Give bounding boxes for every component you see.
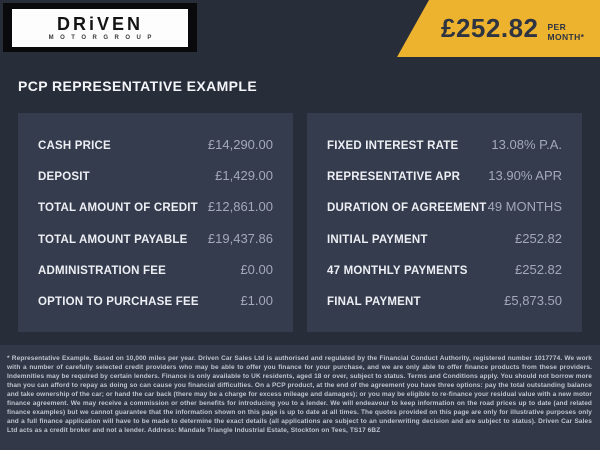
disclaimer-text: * Representative Example. Based on 10,00…: [7, 355, 592, 434]
row-value: £12,861.00: [207, 199, 273, 215]
row-value: £0.00: [240, 261, 273, 277]
row-value: 49 MONTHS: [487, 199, 562, 215]
disclaimer-footer: * Representative Example. Based on 10,00…: [0, 345, 600, 450]
row-label: CASH PRICE: [38, 140, 111, 153]
row-label: TOTAL AMOUNT OF CREDIT: [38, 202, 198, 215]
top-strip: DRiVEN MOTORGROUP £252.82 PER MONTH*: [0, 0, 600, 57]
dealer-logo: DRiVEN MOTORGROUP: [3, 3, 197, 52]
finance-row-purchase-fee: OPTION TO PURCHASE FEE £1.00: [38, 293, 273, 308]
finance-row-initial-payment: INITIAL PAYMENT £252.82: [327, 231, 562, 246]
row-label: FIXED INTEREST RATE: [327, 140, 459, 153]
finance-row-monthly-payments: 47 MONTHLY PAYMENTS £252.82: [327, 262, 562, 277]
row-value: £19,437.86: [207, 230, 273, 246]
monthly-price-amount: £252.82: [441, 13, 539, 43]
row-label: TOTAL AMOUNT PAYABLE: [38, 233, 188, 246]
row-value: £252.82: [515, 230, 562, 246]
row-label: OPTION TO PURCHASE FEE: [38, 295, 199, 308]
finance-panel-left: CASH PRICE £14,290.00 DEPOSIT £1,429.00 …: [18, 113, 293, 332]
row-value: £252.82: [515, 261, 562, 277]
monthly-price-banner: £252.82 PER MONTH*: [397, 0, 600, 57]
row-value: £1.00: [240, 292, 273, 308]
row-value: 13.08% P.A.: [491, 137, 562, 153]
finance-row-interest-rate: FIXED INTEREST RATE 13.08% P.A.: [327, 137, 562, 152]
row-label: REPRESENTATIVE APR: [327, 171, 461, 184]
brand-wordmark: DRiVEN: [56, 13, 143, 34]
row-label: ADMINISTRATION FEE: [38, 264, 166, 277]
finance-row-deposit: DEPOSIT £1,429.00: [38, 168, 273, 183]
finance-row-total-payable: TOTAL AMOUNT PAYABLE £19,437.86: [38, 231, 273, 246]
dealer-logo-card: DRiVEN MOTORGROUP: [12, 8, 188, 47]
finance-panels: CASH PRICE £14,290.00 DEPOSIT £1,429.00 …: [18, 113, 582, 332]
finance-row-cash-price: CASH PRICE £14,290.00: [38, 137, 273, 152]
row-label: DURATION OF AGREEMENT: [327, 202, 487, 215]
page-title: PCP REPRESENTATIVE EXAMPLE: [18, 78, 258, 94]
row-label: INITIAL PAYMENT: [327, 233, 428, 246]
monthly-price-period: PER MONTH*: [547, 22, 585, 42]
finance-row-total-credit: TOTAL AMOUNT OF CREDIT £12,861.00: [38, 199, 273, 214]
brand-subtitle: MOTORGROUP: [48, 34, 158, 41]
finance-row-admin-fee: ADMINISTRATION FEE £0.00: [38, 262, 273, 277]
finance-row-apr: REPRESENTATIVE APR 13.90% APR: [327, 168, 562, 183]
finance-panel-right: FIXED INTEREST RATE 13.08% P.A. REPRESEN…: [307, 113, 582, 332]
row-value: 13.90% APR: [488, 168, 562, 184]
row-label: FINAL PAYMENT: [327, 295, 421, 308]
finance-row-final-payment: FINAL PAYMENT £5,873.50: [327, 293, 562, 308]
row-label: DEPOSIT: [38, 171, 90, 184]
row-value: £1,429.00: [215, 168, 273, 184]
row-label: 47 MONTHLY PAYMENTS: [327, 264, 468, 277]
finance-row-duration: DURATION OF AGREEMENT 49 MONTHS: [327, 199, 562, 214]
row-value: £14,290.00: [207, 137, 273, 153]
row-value: £5,873.50: [504, 292, 562, 308]
